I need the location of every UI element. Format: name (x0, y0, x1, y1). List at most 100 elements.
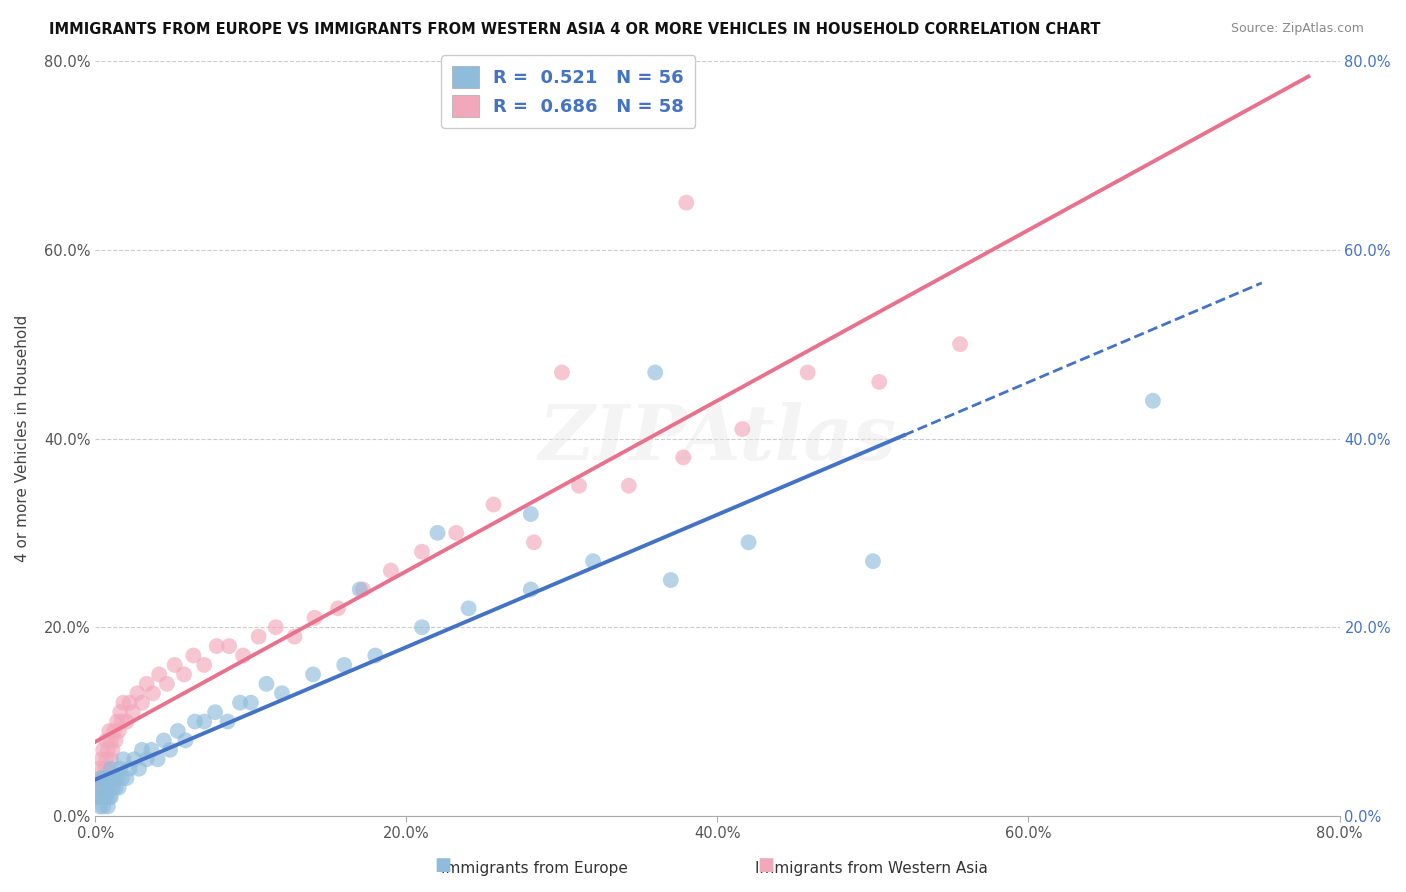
Text: Immigrants from Europe: Immigrants from Europe (441, 861, 627, 876)
Point (90, 752, 112, 766)
Point (98, 723, 121, 738)
Point (115, 771, 138, 785)
Point (156, 677, 179, 691)
Point (731, 422, 754, 436)
Point (568, 479, 591, 493)
Point (1142, 393, 1164, 408)
Point (523, 535, 546, 549)
Point (87, 762, 110, 776)
Point (89, 790, 111, 805)
Point (271, 686, 294, 700)
Point (457, 601, 479, 615)
Text: Immigrants from Western Asia: Immigrants from Western Asia (755, 861, 988, 876)
Point (93, 790, 115, 805)
Point (118, 696, 141, 710)
Point (97, 743, 120, 757)
Point (141, 743, 163, 757)
Point (349, 582, 371, 597)
Point (87, 780, 110, 795)
Point (520, 582, 543, 597)
Point (104, 733, 127, 747)
Point (737, 535, 759, 549)
Point (122, 752, 145, 766)
Point (617, 479, 640, 493)
Point (104, 780, 127, 795)
Point (97, 762, 120, 776)
Point (135, 752, 157, 766)
Point (482, 498, 505, 512)
Point (644, 366, 666, 380)
Point (100, 752, 122, 766)
Point (184, 714, 207, 729)
Point (107, 723, 129, 738)
Point (229, 696, 252, 710)
Point (110, 762, 132, 776)
Point (100, 733, 122, 747)
Point (100, 790, 122, 805)
Point (97, 799, 120, 814)
Point (949, 337, 972, 351)
Text: ZIPAtlas: ZIPAtlas (538, 401, 897, 475)
Point (103, 723, 125, 738)
Point (204, 705, 226, 719)
Point (283, 630, 305, 644)
Legend: R =  0.521   N = 56, R =  0.686   N = 58: R = 0.521 N = 56, R = 0.686 N = 58 (441, 55, 695, 128)
Point (90, 771, 112, 785)
Point (112, 752, 135, 766)
Point (173, 667, 195, 681)
Point (304, 611, 326, 625)
Point (107, 780, 129, 795)
Point (86, 790, 108, 805)
Y-axis label: 4 or more Vehicles in Household: 4 or more Vehicles in Household (15, 315, 30, 562)
Text: Source: ZipAtlas.com: Source: ZipAtlas.com (1230, 22, 1364, 36)
Point (364, 648, 387, 663)
Point (115, 714, 138, 729)
Point (862, 554, 884, 568)
Point (101, 743, 124, 757)
Point (93, 771, 115, 785)
Point (110, 705, 132, 719)
Point (239, 696, 262, 710)
Text: ■: ■ (434, 856, 451, 874)
Point (247, 630, 270, 644)
Point (426, 525, 449, 540)
Point (146, 752, 169, 766)
Point (118, 762, 141, 776)
Point (90, 780, 112, 795)
Point (86, 780, 108, 795)
Point (100, 762, 122, 776)
Point (91, 743, 114, 757)
Point (264, 620, 287, 634)
Point (411, 620, 433, 634)
Point (193, 714, 215, 729)
Point (672, 450, 695, 465)
Point (444, 525, 467, 540)
Text: ■: ■ (758, 856, 775, 874)
Point (131, 696, 153, 710)
Point (193, 657, 215, 672)
Point (135, 677, 157, 691)
Point (659, 573, 682, 587)
Point (551, 366, 574, 380)
Point (131, 743, 153, 757)
Point (796, 366, 818, 380)
Point (256, 677, 278, 691)
Point (675, 195, 697, 210)
Point (128, 762, 150, 776)
Point (183, 648, 205, 663)
Point (98, 771, 121, 785)
Point (582, 554, 605, 568)
Point (174, 733, 197, 747)
Point (520, 507, 543, 521)
Point (232, 648, 254, 663)
Point (103, 771, 125, 785)
Point (380, 564, 402, 578)
Point (96, 752, 118, 766)
Point (166, 723, 188, 738)
Point (96, 771, 118, 785)
Point (352, 582, 374, 597)
Point (89, 799, 111, 814)
Point (111, 771, 134, 785)
Point (91, 799, 114, 814)
Text: IMMIGRANTS FROM EUROPE VS IMMIGRANTS FROM WESTERN ASIA 4 OR MORE VEHICLES IN HOU: IMMIGRANTS FROM EUROPE VS IMMIGRANTS FRO… (49, 22, 1101, 37)
